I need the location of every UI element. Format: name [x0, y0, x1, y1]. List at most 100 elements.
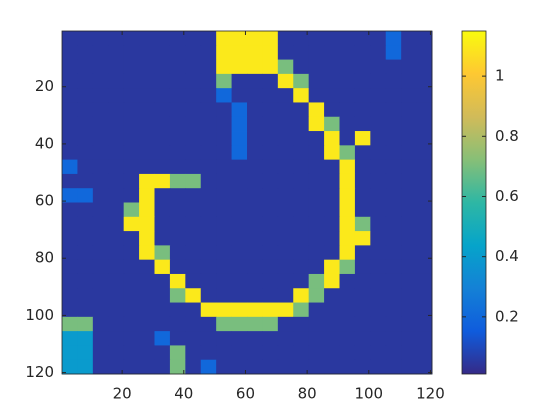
heatmap-cell [385, 145, 402, 161]
heatmap-cell [92, 245, 109, 261]
heatmap-cell [385, 88, 402, 103]
heatmap-cell [92, 173, 109, 189]
heatmap-cell [139, 45, 155, 60]
heatmap-cell [401, 273, 417, 289]
heatmap-cell [354, 331, 371, 346]
heatmap-cell [277, 131, 294, 146]
heatmap-cell [216, 45, 232, 60]
heatmap-cell [123, 59, 140, 75]
heatmap-cell [231, 302, 248, 318]
heatmap-cell [169, 59, 186, 75]
heatmap-cell [385, 331, 402, 346]
heatmap-cell [139, 302, 155, 318]
heatmap-cell [308, 331, 325, 346]
heatmap-cell [277, 245, 294, 261]
heatmap-cell [92, 88, 109, 103]
heatmap-cell [231, 359, 248, 375]
heatmap-cell [123, 102, 140, 118]
heatmap-cell [293, 216, 310, 232]
heatmap-cell [231, 73, 248, 89]
heatmap-cell [293, 202, 310, 218]
heatmap-cell [154, 273, 171, 289]
heatmap-cell [308, 131, 325, 146]
heatmap-cell [108, 345, 125, 361]
heatmap-cell [370, 231, 387, 246]
heatmap-cell [416, 245, 433, 261]
heatmap-cell [293, 359, 310, 375]
heatmap-cell [416, 31, 433, 46]
heatmap-cell [92, 359, 109, 375]
heatmap-cell [108, 88, 125, 103]
heatmap-cell [139, 188, 155, 203]
heatmap-cell [185, 345, 202, 361]
heatmap-cell [401, 116, 417, 132]
heatmap-cell [216, 316, 232, 332]
heatmap-cell [77, 73, 94, 89]
heatmap-cell [123, 131, 140, 146]
heatmap-cell [247, 131, 263, 146]
heatmap-cell [262, 288, 279, 303]
heatmap-cell [401, 302, 417, 318]
heatmap-cell [77, 116, 94, 132]
heatmap-cell [77, 359, 94, 375]
heatmap-cell [247, 88, 263, 103]
heatmap-cell [200, 302, 217, 318]
heatmap-cell [62, 202, 78, 218]
heatmap-cell [277, 359, 294, 375]
heatmap-cell [108, 45, 125, 60]
heatmap-cell [293, 316, 310, 332]
heatmap-cell [216, 259, 232, 275]
heatmap-cell [308, 345, 325, 361]
heatmap-cell [370, 345, 387, 361]
heatmap-cell [92, 302, 109, 318]
heatmap-cell [324, 202, 340, 218]
heatmap-cell [308, 73, 325, 89]
heatmap-cell [370, 188, 387, 203]
heatmap-cell [77, 345, 94, 361]
heatmap-cell [77, 216, 94, 232]
heatmap-cell [77, 45, 94, 60]
y-tick-label: 120 [25, 363, 54, 381]
heatmap-cell [308, 145, 325, 161]
heatmap-cell [277, 73, 294, 89]
heatmap-cell [277, 31, 294, 46]
heatmap-cell [123, 173, 140, 189]
heatmap-cell [370, 116, 387, 132]
heatmap-cell [62, 288, 78, 303]
heatmap-cell [154, 59, 171, 75]
heatmap-cell [324, 259, 340, 275]
heatmap-cell [77, 102, 94, 118]
heatmap-cell [169, 145, 186, 161]
heatmap-cell [123, 45, 140, 60]
heatmap-cell [185, 73, 202, 89]
axes-frame [61, 30, 433, 375]
heatmap-cell [62, 31, 78, 46]
heatmap-cell [416, 59, 433, 75]
heatmap-cell [308, 245, 325, 261]
heatmap-cell [262, 145, 279, 161]
x-tick-label: 20 [113, 385, 132, 403]
heatmap-cell [185, 31, 202, 46]
heatmap-cell [108, 145, 125, 161]
heatmap-cell [231, 273, 248, 289]
heatmap-cell [247, 188, 263, 203]
heatmap-cell [262, 102, 279, 118]
heatmap-cell [247, 288, 263, 303]
heatmap-cell [169, 316, 186, 332]
heatmap-cell [293, 145, 310, 161]
heatmap-cell [308, 302, 325, 318]
heatmap-cell [354, 231, 371, 246]
heatmap-cell [231, 288, 248, 303]
heatmap-cell [277, 159, 294, 175]
heatmap-cell [92, 345, 109, 361]
heatmap-cell [123, 273, 140, 289]
x-tick-label: 80 [298, 385, 317, 403]
heatmap-cell [216, 359, 232, 375]
heatmap-cell [339, 231, 356, 246]
x-tick-label: 100 [354, 385, 383, 403]
heatmap-cell [123, 316, 140, 332]
heatmap-cell [154, 131, 171, 146]
heatmap-cell [185, 331, 202, 346]
heatmap-cell [262, 202, 279, 218]
